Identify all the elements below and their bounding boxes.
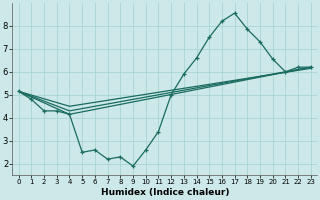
X-axis label: Humidex (Indice chaleur): Humidex (Indice chaleur) (100, 188, 229, 197)
